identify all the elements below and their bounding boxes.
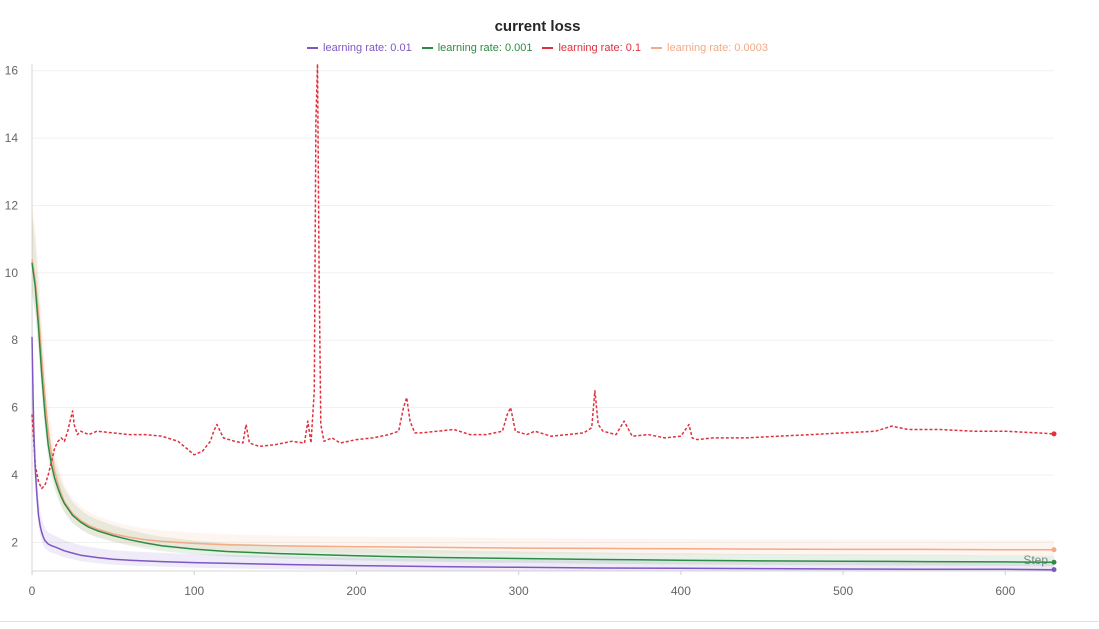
legend-label: learning rate: 0.1	[558, 42, 642, 54]
chart-legend[interactable]: learning rate: 0.01 learning rate: 0.001 l…	[0, 41, 1075, 55]
legend-label: learning rate: 0.01	[323, 42, 412, 54]
x-tick-label: 400	[671, 584, 691, 598]
x-tick-label: 100	[184, 584, 204, 598]
y-tick-label: 16	[5, 64, 19, 78]
series-line-2	[31, 63, 1055, 490]
y-tick-label: 6	[11, 401, 18, 415]
legend-swatch	[307, 47, 319, 49]
series-line-1	[31, 262, 1055, 563]
series-band-1	[32, 214, 1054, 567]
x-tick-label: 200	[346, 584, 366, 598]
legend-swatch	[651, 47, 663, 49]
legend-item-0[interactable]: learning rate: 0.01	[307, 41, 412, 55]
legend-swatch	[421, 47, 433, 49]
series-end-marker-2	[1051, 431, 1057, 437]
y-tick-label: 12	[5, 198, 19, 212]
legend-item-3[interactable]: learning rate: 0.0003	[651, 41, 768, 55]
x-tick-label: 300	[509, 584, 529, 598]
footer-divider	[0, 621, 1099, 622]
y-tick-label: 8	[11, 333, 18, 347]
y-tick-label: 10	[5, 266, 19, 280]
x-axis-label: Step	[1023, 553, 1048, 567]
legend-label: learning rate: 0.001	[437, 42, 533, 54]
legend-swatch	[542, 47, 554, 49]
legend-label: learning rate: 0.0003	[667, 42, 768, 54]
x-tick-label: 0	[29, 584, 36, 598]
x-tick-label: 600	[995, 584, 1015, 598]
legend-item-1[interactable]: learning rate: 0.001	[421, 41, 533, 55]
series-end-marker-0	[1051, 567, 1057, 573]
series-band-0	[32, 287, 1054, 571]
series-band-3	[32, 203, 1054, 556]
y-tick-label: 2	[11, 535, 18, 549]
series-end-marker-3	[1051, 547, 1057, 553]
legend-item-2[interactable]: learning rate: 0.1	[542, 41, 641, 55]
y-tick-label: 14	[5, 131, 19, 145]
series-line-0	[31, 336, 1055, 571]
series-end-marker-1	[1051, 559, 1057, 565]
chart-title: current loss	[494, 18, 581, 35]
series-line-3	[31, 259, 1054, 551]
x-tick-label: 500	[833, 584, 853, 598]
y-tick-label: 4	[11, 468, 18, 482]
